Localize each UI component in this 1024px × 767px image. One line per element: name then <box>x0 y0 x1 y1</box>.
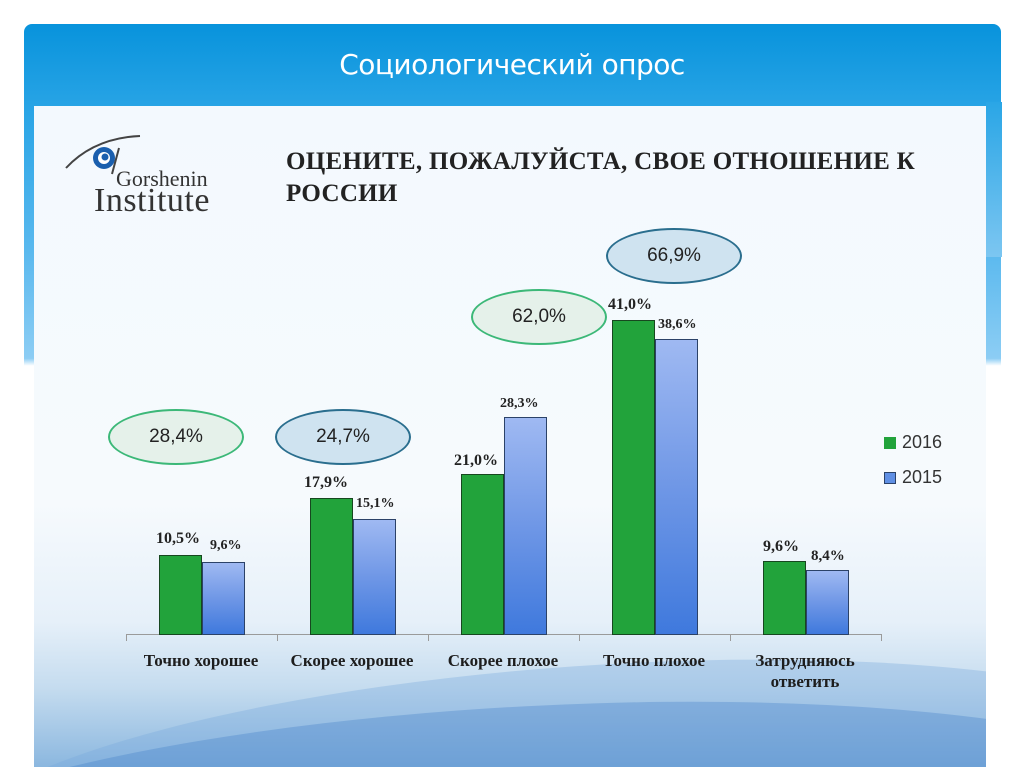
value-label: 28,3% <box>500 396 539 411</box>
gorshenin-logo: Gorshenin Institute <box>64 130 244 220</box>
bar-2015-tochno-plokhoe <box>655 339 698 635</box>
value-label: 17,9% <box>304 474 348 491</box>
value-label: 41,0% <box>608 296 652 313</box>
x-axis-tick <box>126 634 127 641</box>
eye-icon <box>65 135 141 175</box>
x-axis-tick <box>277 634 278 641</box>
frame-decoration <box>986 102 1002 257</box>
x-axis-tick <box>881 634 882 641</box>
x-axis-tick <box>428 634 429 641</box>
value-label: 9,6% <box>210 538 242 553</box>
category-label: Затрудняюсь ответить <box>755 651 855 691</box>
value-label: 21,0% <box>454 452 498 469</box>
slide-title: Социологический опрос <box>339 48 685 81</box>
bar-2016-skoree-plokhoe <box>461 474 504 635</box>
bar-2016-tochno-khoroshee <box>159 555 202 635</box>
bar-2015-zatrudnyayus <box>806 570 849 635</box>
annotation-ellipse: 24,7% <box>275 409 411 465</box>
value-label: 8,4% <box>811 548 845 564</box>
value-label: 15,1% <box>356 496 395 511</box>
bar-2015-skoree-khoroshee <box>353 519 396 635</box>
value-label: 10,5% <box>156 530 200 547</box>
logo-text: Institute <box>94 182 210 219</box>
bar-2015-skoree-plokhoe <box>504 417 547 635</box>
category-label: Скорее плохое <box>447 651 559 670</box>
value-label: 9,6% <box>763 538 799 555</box>
legend-swatch-icon <box>884 436 896 449</box>
slide-content: Gorshenin Institute ОЦЕНИТЕ, ПОЖАЛУЙСТА,… <box>34 106 986 767</box>
category-label: Скорее хорошее <box>290 651 414 670</box>
category-label: Точно плохое <box>602 651 706 670</box>
bar-2016-skoree-khoroshee <box>310 498 353 635</box>
x-axis-tick <box>730 634 731 641</box>
annotation-ellipse: 62,0% <box>471 289 607 345</box>
annotation-ellipse: 28,4% <box>108 409 244 465</box>
chart-legend: 2016 2015 <box>884 432 942 502</box>
logo-text: Gorshenin <box>116 166 208 191</box>
legend-label: 2016 <box>902 432 943 452</box>
annotation-ellipse: 66,9% <box>606 228 742 284</box>
legend-swatch-icon <box>884 471 896 484</box>
category-label: Точно хорошее <box>143 651 259 670</box>
value-label: 38,6% <box>658 317 697 332</box>
bar-2016-zatrudnyayus <box>763 561 806 635</box>
legend-label: 2015 <box>902 467 943 487</box>
bar-chart: 10,5% 9,6% 17,9% 15,1% 21,0% 28,3% 41,0%… <box>34 106 986 767</box>
bar-2016-tochno-plokhoe <box>612 320 655 635</box>
legend-item-2016: 2016 <box>884 432 942 453</box>
bar-2015-tochno-khoroshee <box>202 562 245 635</box>
x-axis-tick <box>579 634 580 641</box>
legend-item-2015: 2015 <box>884 467 942 488</box>
chart-title: ОЦЕНИТЕ, ПОЖАЛУЙСТА, СВОЕ ОТНОШЕНИЕ К РО… <box>286 148 916 207</box>
